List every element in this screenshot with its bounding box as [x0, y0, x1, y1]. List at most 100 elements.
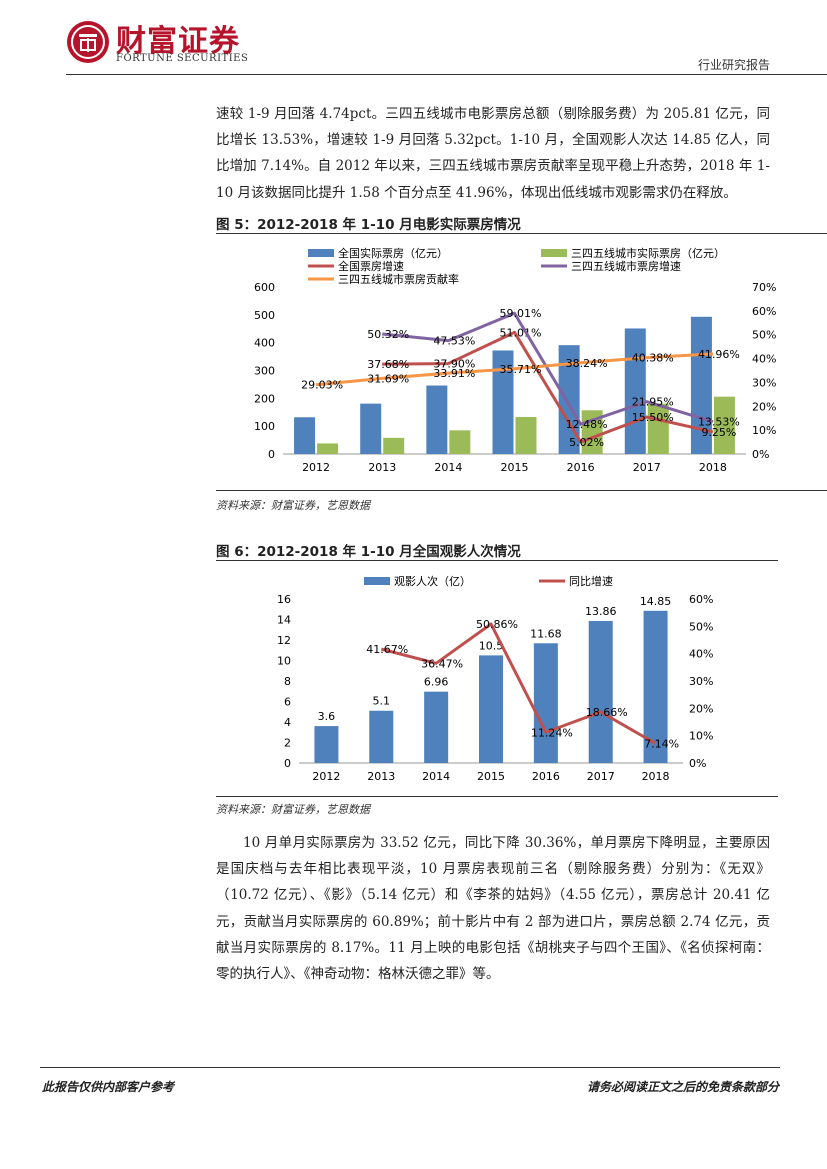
y-tick-label: 100	[254, 420, 275, 433]
bar-primary	[558, 345, 580, 454]
figure-5-title: 图 5：2012-2018 年 1-10 月电影实际票房情况	[216, 217, 521, 233]
y-tick-label: 0	[268, 448, 275, 461]
line-data-label: 50.32%	[367, 328, 409, 341]
line-data-label: 51.01%	[500, 326, 542, 339]
y-tick-label: 10	[277, 655, 291, 668]
header-divider	[66, 74, 827, 75]
body-paragraph-2: 10 月单月实际票房为 33.52 亿元，同比下降 30.36%，单月票房下降明…	[216, 830, 770, 987]
line-data-label: 5.02%	[569, 436, 604, 449]
x-tick-label: 2017	[587, 770, 615, 783]
bar-primary	[426, 385, 448, 454]
y2-tick-label: 10%	[689, 730, 713, 743]
bar-data-label: 5.1	[373, 695, 391, 708]
y2-tick-label: 30%	[689, 675, 713, 688]
bar-data-label: 6.96	[424, 676, 449, 689]
figure-5-bottom-rule	[216, 490, 827, 491]
line-data-label: 18.66%	[586, 706, 628, 719]
brand-name-en: FORTUNE SECURITIES	[116, 53, 249, 64]
x-tick-label: 2014	[422, 770, 450, 783]
line-data-label: 37.90%	[433, 358, 475, 371]
y-tick-label: 16	[277, 593, 291, 606]
bar-data-label: 14.85	[640, 595, 672, 608]
y2-tick-label: 40%	[689, 648, 713, 661]
line-data-label: 50.86%	[476, 618, 518, 631]
y2-tick-label: 20%	[752, 400, 776, 413]
y-tick-label: 600	[254, 281, 275, 294]
figure-5-source: 资料来源：财富证券，艺恩数据	[216, 499, 370, 512]
figure-6-title: 图 6：2012-2018 年 1-10 月全国观影人次情况	[216, 544, 521, 560]
x-tick-label: 2012	[312, 770, 340, 783]
y-tick-label: 4	[284, 716, 291, 729]
y-tick-label: 200	[254, 392, 275, 405]
y2-tick-label: 30%	[752, 376, 776, 389]
legend-label: 三四五线城市票房贡献率	[338, 272, 459, 286]
y-tick-label: 12	[277, 634, 291, 647]
body-paragraph-1: 速较 1-9 月回落 4.74pct。三四五线城市电影票房总额（剔除服务费）为 …	[216, 101, 770, 206]
bar-secondary	[449, 430, 471, 454]
bar-primary	[479, 655, 503, 763]
line-data-label: 41.67%	[366, 643, 408, 656]
bar-secondary	[647, 403, 669, 454]
report-type-label: 行业研究报告	[697, 58, 770, 72]
x-tick-label: 2015	[477, 770, 505, 783]
bar-secondary	[383, 437, 405, 454]
x-tick-label: 2018	[699, 461, 727, 474]
series-line-2	[315, 352, 714, 387]
y2-tick-label: 20%	[689, 702, 713, 715]
y2-tick-label: 40%	[752, 353, 776, 366]
line-data-label: 12.48%	[566, 418, 608, 431]
series-line-0	[382, 330, 714, 444]
line-data-label: 40.38%	[632, 352, 674, 365]
bar-primary	[294, 417, 316, 454]
figure-5-chart: 0 100 200 300 400 500 600 0% 10% 20% 30% 40% 50% 60% 7…	[254, 246, 776, 474]
x-tick-label: 2012	[302, 461, 330, 474]
footer-disclaimer-right: 请务必阅读正文之后的免责条款部分	[586, 1080, 779, 1094]
figure-6-top-rule	[216, 560, 778, 561]
legend-label: 三四五线城市票房增速	[571, 259, 681, 273]
y-tick-label: 6	[284, 696, 291, 709]
paragraph-2-text: 10 月单月实际票房为 33.52 亿元，同比下降 30.36%，单月票房下降明…	[216, 835, 770, 983]
figure-5-top-rule	[216, 233, 827, 234]
line-data-label: 36.47%	[421, 657, 463, 670]
line-data-label: 9.25%	[701, 426, 736, 439]
bar-data-label: 10.5	[479, 639, 504, 652]
y-tick-label: 8	[284, 675, 291, 688]
legend-label: 全国票房增速	[338, 259, 404, 273]
bar-secondary	[317, 443, 339, 454]
bar-primary	[314, 726, 339, 763]
bar-primary	[369, 710, 394, 763]
y-tick-label: 2	[284, 737, 291, 750]
figure-6-bottom-rule	[216, 796, 778, 797]
y2-tick-label: 60%	[752, 305, 776, 318]
y2-tick-label: 0%	[752, 448, 769, 461]
x-tick-label: 2017	[633, 461, 661, 474]
line-data-label: 37.68%	[367, 358, 409, 371]
line-data-label: 21.95%	[632, 396, 674, 409]
legend-label: 观影人次（亿）	[394, 574, 471, 588]
figure-6-chart: 0 2 4 6 8 10 12 14 16 0% 10% 20% 30% 40% 50% 60% 2012 201…	[277, 574, 713, 783]
legend-swatch-bar	[541, 249, 567, 257]
bar-data-label: 11.68	[530, 627, 562, 640]
y-tick-label: 300	[254, 365, 275, 378]
bar-secondary	[713, 396, 735, 454]
line-data-label: 35.71%	[500, 363, 542, 376]
line-data-label: 59.01%	[500, 307, 542, 320]
x-tick-label: 2013	[368, 461, 396, 474]
line-data-label: 47.53%	[433, 335, 475, 348]
footer-disclaimer-left: 此报告仅供内部客户参考	[42, 1080, 175, 1094]
line-data-label: 33.91%	[433, 367, 475, 380]
y2-tick-label: 70%	[752, 281, 776, 294]
bar-primary	[533, 643, 558, 763]
bar-primary	[360, 403, 382, 454]
legend-swatch-bar	[308, 249, 334, 257]
y-tick-label: 400	[254, 337, 275, 350]
bar-primary	[588, 620, 613, 763]
x-tick-label: 2013	[367, 770, 395, 783]
line-data-label: 13.53%	[698, 416, 740, 429]
brand-name-cn: 财富证券	[116, 24, 240, 59]
legend-label: 三四五线城市实际票房（亿元）	[571, 246, 725, 260]
y2-tick-label: 60%	[689, 593, 713, 606]
series-line-0	[380, 622, 657, 745]
bar-secondary	[515, 416, 537, 454]
legend-label: 全国实际票房（亿元）	[338, 246, 448, 260]
